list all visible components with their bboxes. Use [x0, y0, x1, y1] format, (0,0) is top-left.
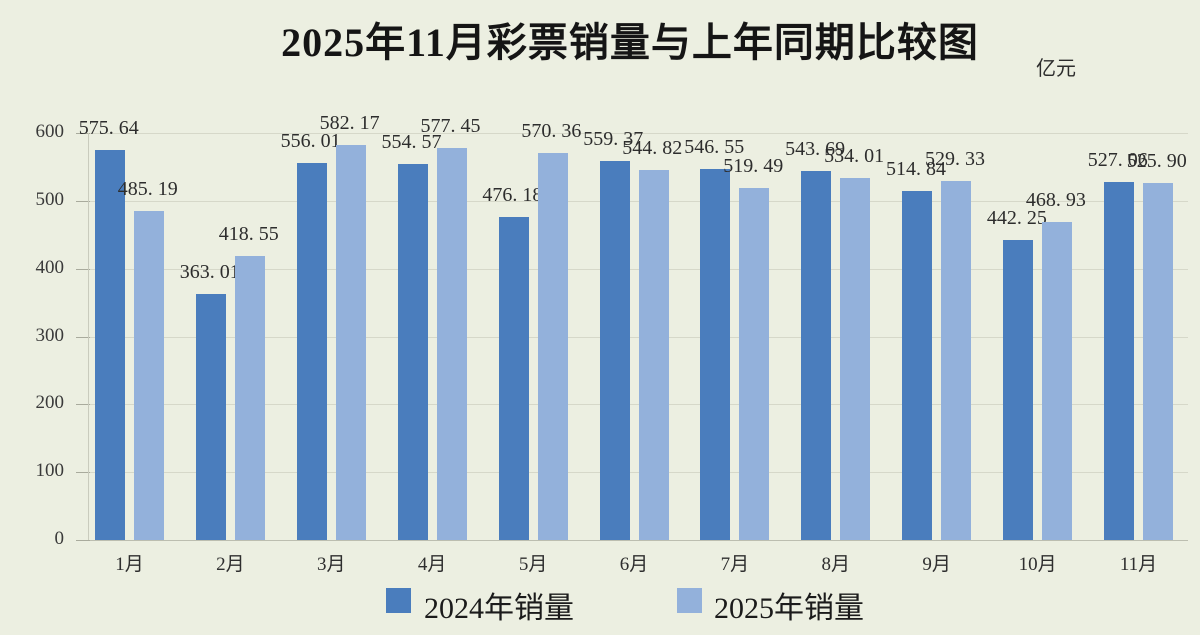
x-axis-label-5月: 5月	[518, 554, 548, 575]
x-axis-label-8月: 8月	[821, 554, 851, 575]
gridline-500	[88, 200, 1188, 202]
bar-2025-month-6	[638, 170, 669, 540]
gridline-200	[88, 404, 1188, 406]
bar-2024-month-1	[95, 149, 125, 540]
bar-label-2025-month-8: 534. 01	[824, 144, 885, 167]
legend: 2024年销量 2025年销量	[0, 583, 1200, 625]
x-axis-label-4月: 4月	[417, 554, 447, 575]
y-axis-tick-600	[76, 133, 90, 134]
bar-2025-month-10	[1042, 221, 1073, 540]
gridline-300	[88, 336, 1188, 338]
y-axis-label-600: 600	[35, 121, 65, 142]
y-axis-tick-300	[76, 336, 90, 338]
bar-label-2025-month-1: 485. 19	[117, 177, 178, 200]
y-axis-label-400: 400	[35, 256, 65, 278]
gridline-100	[88, 472, 1188, 474]
legend-swatch-2025	[677, 588, 702, 613]
bar-2024-month-10	[1003, 240, 1034, 540]
bar-label-2024-month-1: 575. 64	[78, 116, 139, 139]
x-axis-label-10月: 10月	[1018, 554, 1057, 575]
x-axis-label-3月: 3月	[317, 554, 346, 575]
x-axis-label-2月: 2月	[216, 554, 245, 575]
x-axis-label-9月: 9月	[922, 554, 951, 575]
bar-label-2025-month-2: 418. 55	[218, 223, 279, 246]
y-axis-label-100: 100	[35, 460, 65, 482]
legend-swatch-2024	[386, 588, 411, 613]
legend-label-2024: 2024年销量	[424, 592, 574, 625]
bar-2024-month-3	[296, 162, 327, 540]
chart-title: 2025年11月彩票销量与上年同期比较图	[281, 20, 979, 65]
y-axis-line	[88, 133, 89, 540]
legend-label-2025: 2025年销量	[714, 592, 864, 625]
bar-label-2025-month-11: 525. 90	[1126, 150, 1187, 173]
y-axis-label-200: 200	[35, 392, 65, 414]
bar-label-2025-month-9: 529. 33	[924, 147, 985, 170]
bar-label-2024-month-8: 543. 69	[785, 138, 846, 161]
bar-2024-month-5	[498, 216, 529, 540]
bar-2024-month-9	[902, 190, 933, 540]
bar-label-2024-month-3: 556. 01	[280, 129, 341, 152]
bar-2024-month-11	[1104, 182, 1134, 540]
y-axis-label-300: 300	[35, 324, 65, 346]
bar-label-2025-month-5: 570. 36	[521, 120, 582, 143]
bar-label-2025-month-4: 577. 45	[420, 115, 481, 138]
bar-label-2024-month-2: 363. 01	[179, 260, 240, 283]
y-axis-label-0: 0	[54, 528, 65, 549]
bar-2024-month-7	[700, 169, 731, 540]
bar-2025-month-5	[537, 153, 568, 540]
bar-label-2025-month-7: 519. 49	[723, 154, 784, 177]
bar-2025-month-11	[1143, 183, 1173, 540]
bar-label-2024-month-7: 546. 55	[684, 136, 745, 159]
y-axis-tick-400	[76, 268, 90, 270]
bar-2024-month-2	[195, 293, 226, 540]
bar-2025-month-4	[436, 148, 467, 540]
bar-2024-month-8	[801, 171, 832, 540]
bar-2024-month-6	[599, 160, 630, 540]
bar-label-2024-month-5: 476. 18	[482, 183, 543, 206]
gridline-600	[88, 133, 1188, 134]
y-axis-tick-0	[76, 540, 90, 541]
bar-label-2025-month-6: 544. 82	[622, 137, 683, 160]
x-axis-label-1月: 1月	[115, 554, 144, 575]
y-axis-label-500: 500	[35, 188, 65, 210]
y-axis-unit-label: 亿元	[1036, 58, 1076, 80]
bar-2025-month-8	[840, 177, 871, 540]
bar-2025-month-3	[335, 145, 366, 540]
bar-label-2024-month-9: 514. 84	[885, 157, 946, 180]
bar-label-2024-month-6: 559. 37	[583, 127, 644, 150]
gridline-0	[88, 540, 1188, 541]
y-axis-tick-100	[76, 472, 90, 474]
gridline-400	[88, 268, 1188, 270]
x-axis-label-6月: 6月	[619, 554, 649, 575]
bar-2025-month-9	[941, 180, 972, 540]
bar-label-2025-month-10: 468. 93	[1025, 188, 1086, 211]
bar-2025-month-2	[234, 256, 265, 540]
bar-2024-month-4	[397, 163, 428, 540]
bar-label-2025-month-3: 582. 17	[319, 112, 380, 135]
bar-2025-month-7	[739, 187, 770, 540]
x-axis-label-7月: 7月	[720, 554, 750, 575]
bar-label-2024-month-10: 442. 25	[986, 207, 1047, 229]
bar-2025-month-1	[134, 210, 164, 540]
x-axis-label-11月: 11月	[1119, 554, 1158, 575]
bar-label-2024-month-11: 527. 06	[1087, 149, 1148, 172]
bar-label-2024-month-4: 554. 57	[381, 130, 442, 153]
y-axis-tick-500	[76, 200, 90, 202]
y-axis-tick-200	[76, 404, 90, 406]
